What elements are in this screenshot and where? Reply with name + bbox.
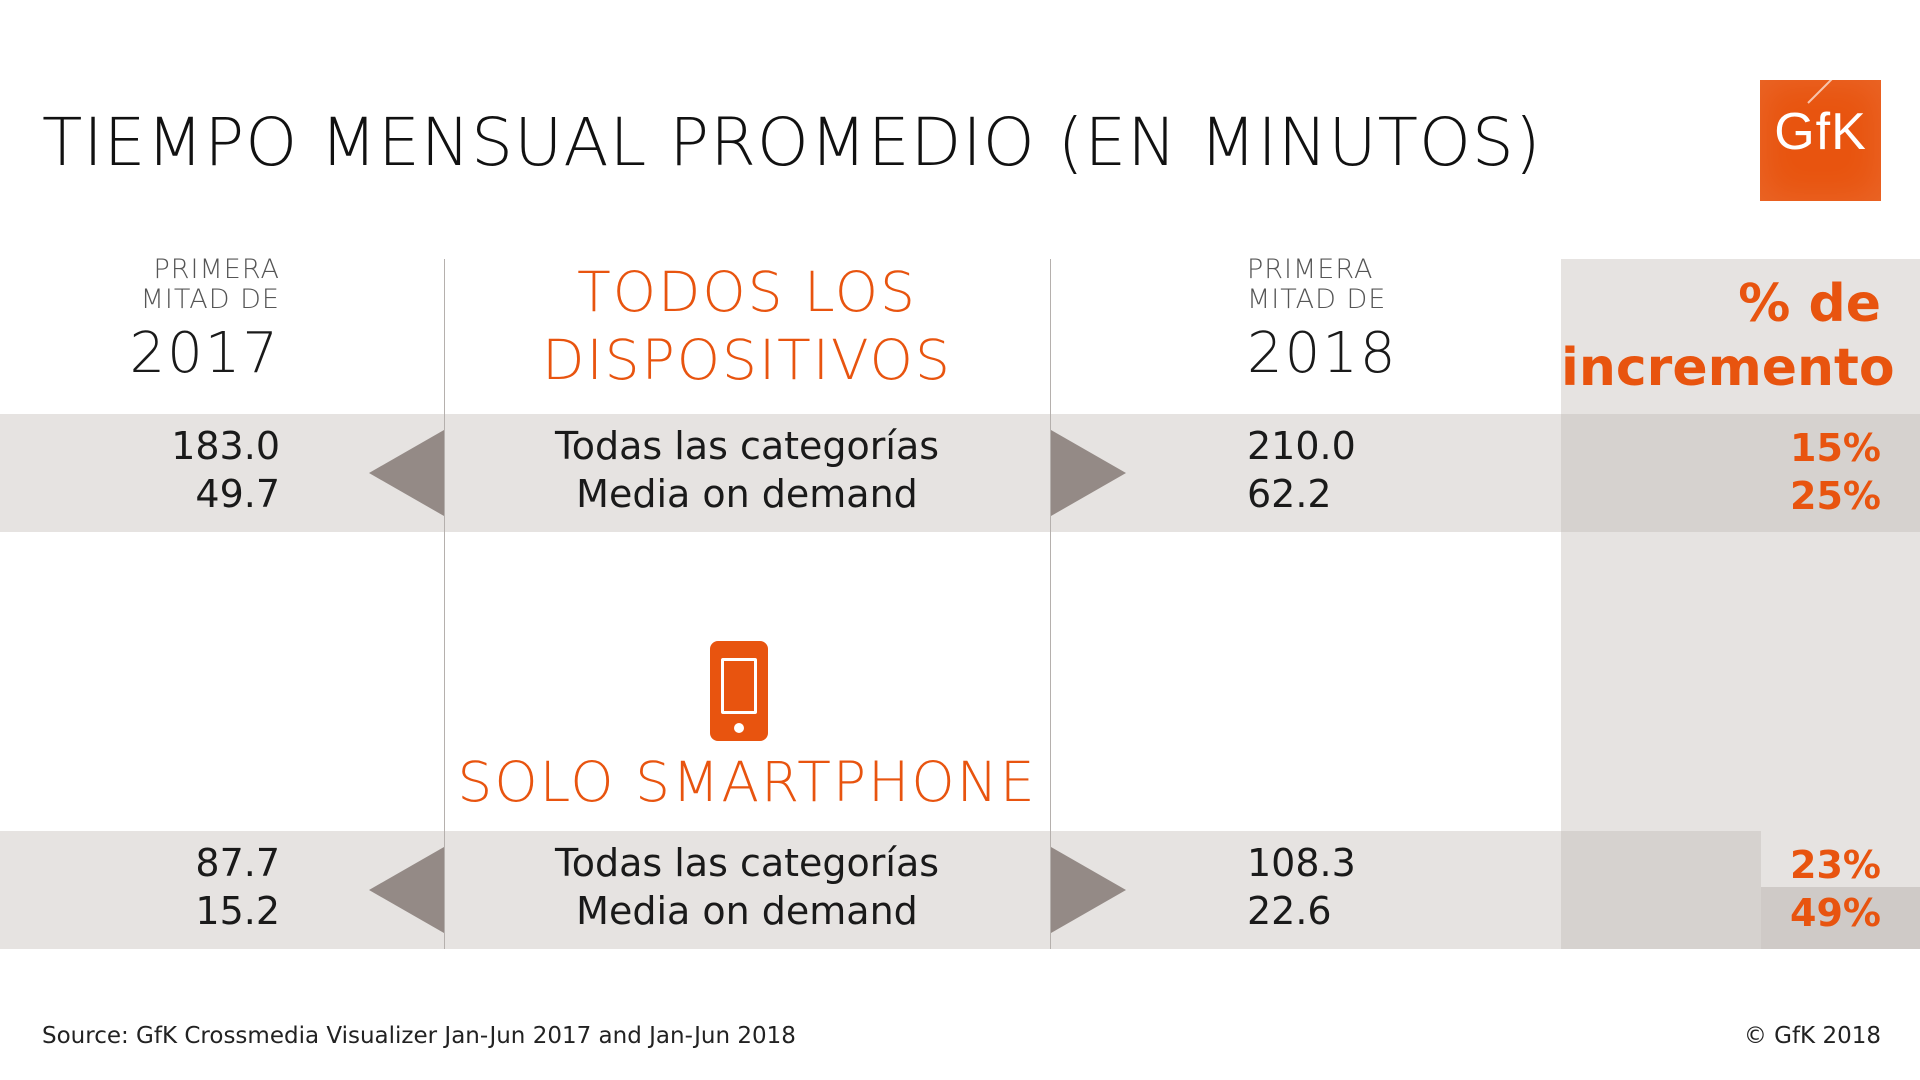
header-2017-line2: MITAD DE xyxy=(140,284,280,315)
header-pct-increase: % de incremento xyxy=(1561,272,1895,400)
values-2017-smartphone: 87.7 15.2 xyxy=(0,839,280,935)
header-2018-year: 2018 xyxy=(1247,321,1398,386)
heading-smartphone: SOLO SMARTPHONE xyxy=(457,750,1037,814)
arrow-left-icon xyxy=(369,430,444,516)
values-2017-all-devices: 183.0 49.7 xyxy=(0,422,280,518)
header-2018: PRIMERA MITAD DE 2018 xyxy=(1247,254,1547,387)
page-title: TIEMPO MENSUAL PROMEDIO (EN MINUTOS) xyxy=(42,104,1542,181)
header-2018-line1: PRIMERA xyxy=(1247,254,1374,285)
divider-right xyxy=(1050,259,1051,949)
header-pct-line2: incremento xyxy=(1561,338,1895,398)
pct-strip-smartphone xyxy=(1561,831,1761,949)
arrow-right-icon xyxy=(1051,847,1126,933)
value-2017: 15.2 xyxy=(195,889,280,933)
arrow-right-icon xyxy=(1051,430,1126,516)
pct-value: 15% xyxy=(1790,426,1881,470)
pct-value: 23% xyxy=(1790,843,1881,887)
heading-all-devices-line1: TODOS LOS xyxy=(577,260,917,324)
labels-smartphone: Todas las categorías Media on demand xyxy=(444,839,1050,935)
values-2018-smartphone: 108.3 22.6 xyxy=(1247,839,1497,935)
value-2017: 49.7 xyxy=(195,472,280,516)
pct-value: 49% xyxy=(1790,891,1881,935)
smartphone-icon xyxy=(710,641,768,741)
header-2017-year: 2017 xyxy=(129,321,280,386)
copyright: © GfK 2018 xyxy=(1743,1023,1881,1049)
pct-all-devices: 15% 25% xyxy=(1561,424,1881,520)
source-note: Source: GfK Crossmedia Visualizer Jan-Ju… xyxy=(42,1023,796,1049)
value-2018: 22.6 xyxy=(1247,889,1332,933)
header-pct-line1: % de xyxy=(1738,274,1881,334)
row-label: Media on demand xyxy=(576,889,918,933)
value-2018: 108.3 xyxy=(1247,841,1356,885)
row-label: Todas las categorías xyxy=(554,841,940,885)
header-2018-line2: MITAD DE xyxy=(1247,284,1387,315)
values-2018-all-devices: 210.0 62.2 xyxy=(1247,422,1497,518)
heading-all-devices-line2: DISPOSITIVOS xyxy=(542,328,952,392)
divider-left xyxy=(444,259,445,949)
value-2017: 183.0 xyxy=(171,424,280,468)
labels-all-devices: Todas las categorías Media on demand xyxy=(444,422,1050,518)
header-2017-line1: PRIMERA xyxy=(153,254,280,285)
pct-value: 25% xyxy=(1790,474,1881,518)
pct-strip-smartphone-highlight xyxy=(1761,887,1920,949)
logo-text: GfK xyxy=(1774,103,1867,161)
row-label: Media on demand xyxy=(576,472,918,516)
arrow-left-icon xyxy=(369,847,444,933)
value-2018: 210.0 xyxy=(1247,424,1356,468)
pct-smartphone: 23% 49% xyxy=(1561,841,1881,937)
value-2017: 87.7 xyxy=(195,841,280,885)
value-2018: 62.2 xyxy=(1247,472,1332,516)
pct-strip-all-devices xyxy=(1561,414,1920,532)
gfk-logo: GfK xyxy=(1760,80,1881,201)
row-label: Todas las categorías xyxy=(554,424,940,468)
header-2017: PRIMERA MITAD DE 2017 xyxy=(0,254,280,387)
heading-all-devices: TODOS LOS DISPOSITIVOS xyxy=(444,258,1050,394)
